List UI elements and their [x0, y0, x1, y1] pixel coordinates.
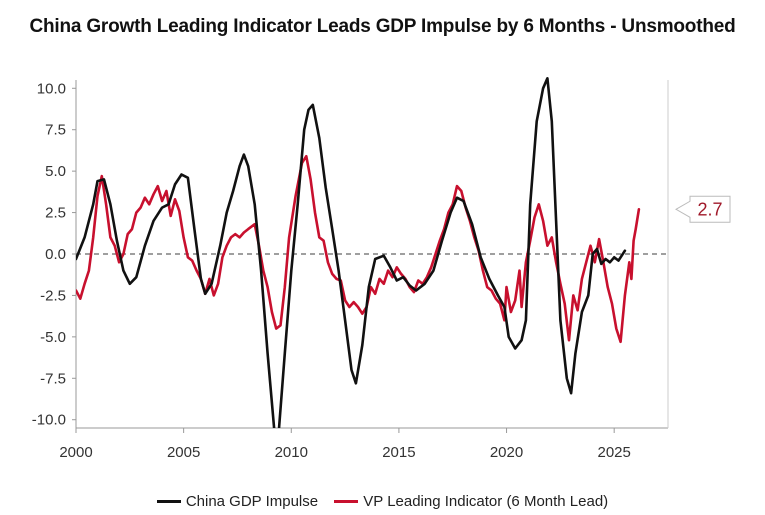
chart-series [76, 77, 641, 428]
legend-swatch-black [156, 499, 181, 503]
x-tick-label: 2005 [167, 444, 200, 461]
legend-swatch-red [334, 499, 359, 503]
y-tick-label: -10.0 [32, 412, 66, 429]
line-chart: 10.0 7.5 5.0 2.5 0.0 -2.5 -5.0 -7.5 -10.0 2000 200… [32, 77, 731, 461]
y-tick-label: 7.5 [45, 122, 66, 139]
chart-axes: 10.0 7.5 5.0 2.5 0.0 -2.5 -5.0 -7.5 -10.0 2000 200… [32, 80, 669, 461]
legend-item-leading-indicator: VP Leading Indicator (6 Month Lead) [334, 493, 608, 510]
y-tick-label: 5.0 [45, 163, 66, 180]
x-tick-label: 2000 [59, 444, 92, 461]
y-tick-label: 10.0 [37, 80, 66, 97]
legend-label-leading-indicator: VP Leading Indicator (6 Month Lead) [363, 493, 609, 510]
legend: China GDP Impulse VP Leading Indicator (… [0, 493, 765, 510]
y-tick-label: -7.5 [40, 370, 66, 387]
chart-title: China Growth Leading Indicator Leads GDP… [29, 16, 736, 37]
x-tick-label: 2010 [275, 444, 308, 461]
legend-label-gdp-impulse: China GDP Impulse [185, 493, 319, 510]
y-tick-label: -2.5 [40, 287, 66, 304]
x-tick-label: 2025 [597, 444, 630, 461]
x-tick-label: 2020 [490, 444, 523, 461]
legend-item-gdp-impulse: China GDP Impulse [156, 493, 319, 510]
y-tick-label: 2.5 [45, 205, 66, 222]
series-line-gdp-impulse [76, 77, 627, 428]
y-tick-label: -5.0 [40, 329, 66, 346]
x-tick-label: 2015 [382, 444, 415, 461]
y-tick-label: 0.0 [45, 246, 66, 263]
callout-value: 2.7 [697, 199, 722, 219]
last-value-callout: 2.7 [674, 195, 731, 223]
callout-box [674, 195, 731, 223]
